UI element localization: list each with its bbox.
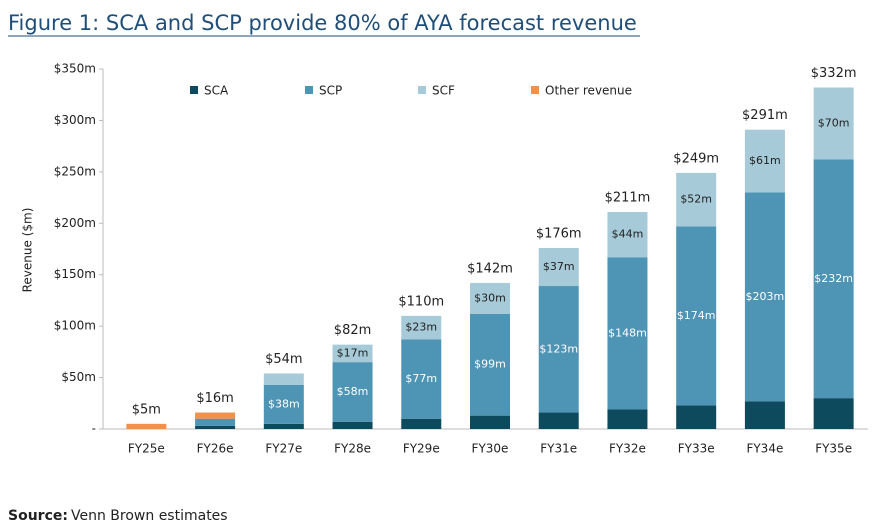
source-text: Venn Brown estimates: [71, 508, 228, 524]
bar-segment: [195, 418, 236, 426]
bar-segment: [676, 226, 717, 406]
bar-segment: [538, 286, 579, 413]
data-label: $123m: [539, 342, 578, 355]
y-tick-label: $350m: [54, 62, 96, 76]
total-label: $82m: [334, 323, 371, 338]
data-label: $99m: [474, 358, 506, 371]
legend-label: SCA: [204, 84, 229, 98]
bar-segment: [813, 159, 854, 399]
data-label: $30m: [474, 291, 506, 304]
bar-segment: [607, 257, 648, 410]
legend-swatch: [305, 86, 313, 94]
data-label: $52m: [680, 193, 712, 206]
y-tick-label: $200m: [54, 216, 96, 230]
bar-segment: [195, 425, 236, 429]
bar-segment: [401, 315, 442, 340]
data-label: $17m: [337, 346, 369, 359]
data-label: $70m: [818, 117, 850, 130]
bar-segment: [126, 423, 167, 429]
x-tick-label: FY32e: [609, 442, 646, 456]
y-axis-label: Revenue ($m): [21, 208, 35, 293]
x-tick-label: FY33e: [678, 442, 715, 456]
total-label: $110m: [398, 294, 444, 309]
bar-segment: [813, 398, 854, 429]
bar-segment: [744, 401, 785, 429]
data-label: $61m: [749, 154, 781, 167]
total-label: $211m: [605, 190, 651, 205]
bar-segment: [813, 87, 854, 160]
x-tick-label: FY29e: [403, 442, 440, 456]
data-label: $77m: [405, 372, 437, 385]
data-label: $37m: [543, 260, 575, 273]
bar-segment: [470, 415, 510, 429]
data-label: $44m: [612, 228, 644, 241]
data-label: $148m: [608, 326, 647, 339]
chart-title: Figure 1: SCA and SCP provide 80% of AYA…: [8, 11, 637, 35]
x-tick-label: FY25e: [128, 442, 165, 456]
bar-segment: [676, 172, 717, 227]
bar-segment: [263, 423, 304, 429]
data-label: $232m: [814, 272, 853, 285]
bar-segment: [538, 412, 579, 429]
legend-swatch: [531, 86, 539, 94]
bar-segment: [607, 409, 648, 429]
total-label: $16m: [196, 391, 233, 406]
y-tick-label: $50m: [61, 370, 96, 384]
legend-label: SCF: [432, 84, 455, 98]
legend-label: Other revenue: [545, 84, 632, 98]
total-label: $142m: [467, 261, 513, 276]
total-label: $249m: [673, 151, 719, 166]
x-tick-label: FY28e: [334, 442, 371, 456]
x-tick-label: FY35e: [815, 442, 852, 456]
bar-segment: [744, 129, 785, 193]
total-label: $54m: [265, 352, 302, 367]
y-tick-label: -: [92, 422, 96, 436]
total-label: $332m: [811, 66, 857, 81]
bar-segment: [195, 412, 236, 419]
data-label: $58m: [337, 385, 369, 398]
total-label: $176m: [536, 226, 582, 241]
bar-segment: [676, 405, 717, 429]
y-tick-label: $250m: [54, 164, 96, 178]
bar-segment: [332, 344, 373, 363]
bar-segment: [332, 421, 373, 429]
bar-segment: [401, 418, 442, 429]
bar-segment: [607, 211, 648, 258]
x-tick-label: FY26e: [197, 442, 234, 456]
legend-label: SCP: [319, 84, 342, 98]
bar-segment: [401, 339, 442, 419]
y-tick-label: $100m: [54, 319, 96, 333]
x-tick-label: FY34e: [746, 442, 783, 456]
data-label: $203m: [746, 290, 785, 303]
bar-segment: [538, 247, 579, 287]
x-tick-label: FY30e: [472, 442, 509, 456]
bar-segment: [263, 373, 304, 385]
bar-segment: [470, 282, 510, 314]
bar-segment: [263, 384, 304, 424]
data-label: $38m: [268, 397, 300, 410]
y-tick-label: $300m: [54, 113, 96, 127]
y-tick-label: $150m: [54, 267, 96, 281]
source-label: Source:: [8, 508, 68, 524]
x-tick-label: FY27e: [265, 442, 302, 456]
total-label: $5m: [132, 402, 161, 417]
data-label: $23m: [405, 321, 437, 334]
bar-segment: [470, 313, 510, 416]
x-tick-label: FY31e: [540, 442, 577, 456]
legend-swatch: [418, 86, 426, 94]
total-label: $291m: [742, 108, 788, 123]
bar-segment: [744, 192, 785, 402]
legend-swatch: [190, 86, 198, 94]
data-label: $174m: [677, 309, 716, 322]
bar-segment: [332, 362, 373, 422]
